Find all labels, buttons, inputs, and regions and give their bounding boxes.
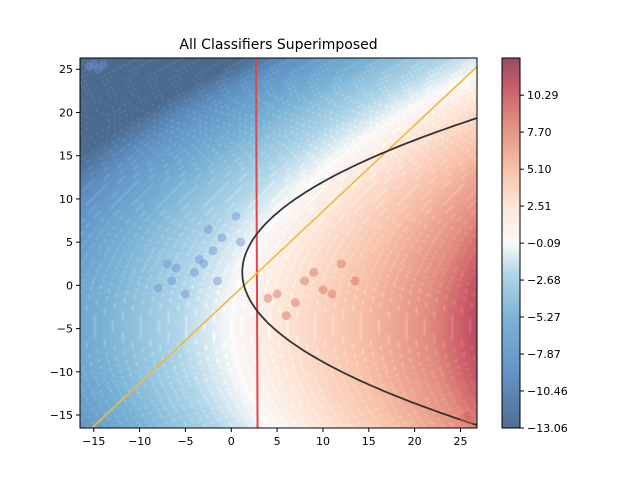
data-point-11	[190, 267, 200, 277]
colorbar-tick-label: −13.06	[527, 422, 568, 435]
x-tick-label: 15	[362, 435, 376, 448]
colorbar-tick-label: 7.70	[527, 126, 552, 139]
x-axis: −15 −10 −5 0 5 10 15 20 25	[82, 428, 467, 448]
data-point-19	[236, 237, 245, 247]
y-tick-label: 5	[66, 236, 73, 249]
data-point-9	[208, 246, 218, 256]
data-point-13	[162, 259, 172, 269]
colorbar-tick-label: 5.10	[527, 163, 552, 176]
y-tick-label: 10	[59, 193, 73, 206]
plot-frame	[79, 57, 478, 429]
x-tick-label: 20	[408, 435, 422, 448]
data-point-6	[459, 413, 469, 423]
colorbar-tick-label: 10.29	[527, 89, 559, 102]
colorbar-tick-label: −10.46	[527, 385, 568, 398]
colorbar-tick-label: 2.51	[527, 200, 552, 213]
decision-boundaries	[91, 58, 477, 428]
colorbar-tick-label: −5.27	[527, 311, 561, 324]
data-point-20	[203, 224, 213, 234]
data-point-10	[199, 259, 209, 269]
heatmap-surface	[80, 58, 477, 428]
data-point-8	[217, 233, 227, 243]
x-tick-label: 0	[228, 435, 235, 448]
data-point-15	[153, 283, 163, 293]
y-tick-label: 20	[59, 106, 73, 119]
colorbar: 10.29 7.70 5.10 2.51 −0.09 −2.68 −5.27 −7.87 −10…	[501, 57, 568, 435]
data-point-30	[350, 276, 360, 286]
y-tick-label: 25	[59, 63, 73, 76]
data-points	[84, 59, 475, 425]
data-point-12	[171, 263, 181, 273]
data-point-1	[89, 59, 99, 69]
data-point-24	[318, 285, 328, 295]
data-point-18	[213, 276, 222, 286]
data-point-17	[194, 254, 204, 264]
chart-title: All Classifiers Superimposed	[179, 37, 377, 53]
y-tick-label: 15	[59, 150, 73, 163]
data-point-7	[231, 211, 241, 221]
data-point-14	[167, 276, 177, 286]
data-point-5	[465, 415, 475, 425]
data-point-27	[309, 267, 319, 277]
parabola-boundary	[241, 117, 477, 427]
x-tick-label: −5	[177, 435, 193, 448]
data-point-23	[300, 276, 310, 286]
x-tick-label: −10	[128, 435, 151, 448]
y-tick-label: −10	[50, 366, 73, 379]
colorbar-ticks: 10.29 7.70 5.10 2.51 −0.09 −2.68 −5.27 −7.87 −10…	[520, 89, 568, 435]
plot-area	[80, 58, 477, 428]
y-tick-label: −15	[50, 409, 73, 422]
x-tick-label: 25	[453, 435, 467, 448]
data-point-26	[336, 259, 346, 269]
colorbar-tick-label: −2.68	[527, 274, 561, 287]
data-point-2	[93, 64, 103, 74]
data-point-21	[272, 289, 282, 299]
data-point-4	[463, 410, 473, 420]
data-point-25	[327, 289, 337, 299]
y-tick-label: 0	[66, 279, 73, 292]
y-axis: −15 −10 −5 0 5 10 15 20 25	[50, 63, 80, 422]
vertical-boundary	[255, 58, 259, 428]
data-point-3	[98, 60, 108, 70]
x-tick-label: 10	[316, 435, 330, 448]
colorbar-tick-label: −0.09	[527, 237, 561, 250]
data-point-0	[84, 62, 94, 72]
y-tick-label: −5	[57, 323, 73, 336]
data-point-28	[281, 311, 291, 321]
colorbar-gradient	[502, 58, 520, 428]
data-point-16	[180, 289, 190, 299]
colorbar-tick-label: −7.87	[527, 348, 561, 361]
data-point-29	[263, 293, 273, 303]
x-tick-label: 5	[274, 435, 281, 448]
data-point-22	[291, 298, 300, 308]
x-tick-label: −15	[82, 435, 105, 448]
diagonal-boundary	[91, 66, 477, 428]
